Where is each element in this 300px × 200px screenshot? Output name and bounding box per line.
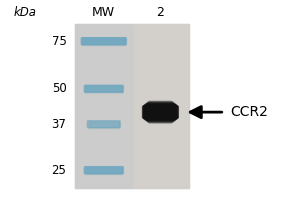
Text: 2: 2 bbox=[157, 6, 164, 19]
Bar bbox=[75, 24, 189, 188]
FancyBboxPatch shape bbox=[146, 103, 175, 121]
FancyBboxPatch shape bbox=[147, 102, 174, 122]
Text: 50: 50 bbox=[52, 82, 66, 95]
FancyBboxPatch shape bbox=[142, 106, 178, 118]
Bar bbox=[85, 86, 122, 91]
FancyBboxPatch shape bbox=[148, 102, 173, 122]
FancyBboxPatch shape bbox=[146, 104, 175, 121]
Bar bbox=[82, 38, 125, 44]
Text: 25: 25 bbox=[52, 164, 66, 177]
FancyBboxPatch shape bbox=[143, 106, 177, 119]
FancyBboxPatch shape bbox=[145, 104, 176, 120]
Bar bbox=[85, 86, 122, 92]
FancyBboxPatch shape bbox=[87, 121, 120, 128]
FancyBboxPatch shape bbox=[148, 102, 173, 123]
FancyBboxPatch shape bbox=[143, 106, 178, 118]
Bar bbox=[84, 85, 123, 93]
FancyBboxPatch shape bbox=[144, 105, 176, 120]
FancyBboxPatch shape bbox=[84, 167, 123, 174]
FancyBboxPatch shape bbox=[146, 104, 176, 120]
Text: 75: 75 bbox=[52, 35, 66, 48]
Text: MW: MW bbox=[92, 6, 115, 19]
Bar bbox=[132, 24, 189, 188]
Bar bbox=[85, 168, 122, 173]
Bar bbox=[85, 85, 122, 92]
Bar bbox=[82, 38, 125, 44]
Bar bbox=[85, 167, 122, 173]
Bar bbox=[84, 166, 123, 174]
Bar bbox=[86, 168, 122, 173]
Bar bbox=[83, 39, 124, 44]
Text: 37: 37 bbox=[52, 118, 66, 131]
Bar bbox=[88, 121, 119, 128]
Bar bbox=[75, 24, 132, 188]
Bar bbox=[85, 167, 122, 173]
Bar bbox=[85, 167, 122, 174]
FancyBboxPatch shape bbox=[144, 105, 177, 119]
Bar bbox=[88, 121, 120, 128]
FancyBboxPatch shape bbox=[148, 101, 172, 123]
Bar bbox=[85, 166, 123, 174]
FancyBboxPatch shape bbox=[84, 85, 123, 92]
Bar bbox=[88, 121, 119, 127]
Bar bbox=[85, 86, 122, 92]
Bar bbox=[82, 39, 125, 44]
Bar bbox=[82, 38, 125, 45]
Bar bbox=[87, 120, 120, 128]
Text: kDa: kDa bbox=[13, 6, 36, 19]
Bar bbox=[82, 38, 126, 45]
Bar bbox=[88, 122, 119, 127]
Bar bbox=[86, 86, 122, 91]
FancyBboxPatch shape bbox=[147, 103, 174, 121]
Bar bbox=[85, 85, 123, 93]
Text: CCR2: CCR2 bbox=[231, 105, 268, 119]
Bar bbox=[82, 37, 126, 45]
Bar bbox=[88, 120, 120, 128]
Bar bbox=[81, 37, 126, 45]
Bar bbox=[88, 121, 119, 127]
Bar bbox=[89, 122, 118, 127]
FancyBboxPatch shape bbox=[149, 101, 172, 123]
FancyBboxPatch shape bbox=[81, 38, 126, 45]
Bar bbox=[85, 85, 123, 92]
Bar bbox=[85, 167, 123, 174]
